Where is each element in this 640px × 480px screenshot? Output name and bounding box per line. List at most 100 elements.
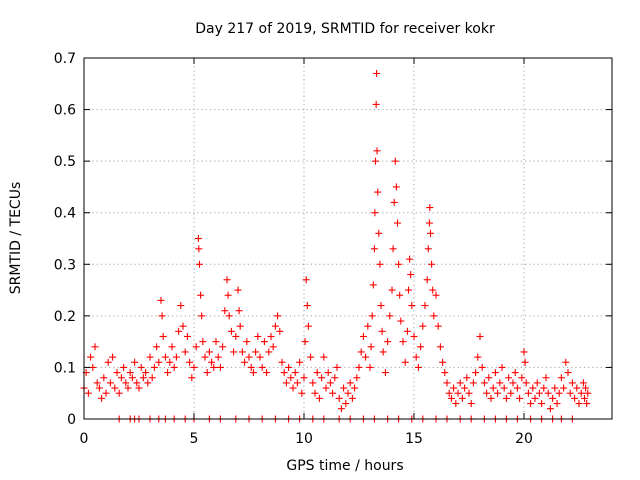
data-point bbox=[142, 369, 150, 377]
data-point bbox=[551, 384, 559, 392]
data-point bbox=[454, 389, 462, 397]
data-point bbox=[414, 363, 422, 371]
data-point bbox=[296, 358, 304, 366]
data-point bbox=[483, 389, 491, 397]
data-point bbox=[137, 363, 145, 371]
y-axis-label: SRMTID / TECUs bbox=[8, 182, 24, 295]
data-point bbox=[269, 343, 277, 351]
data-point bbox=[122, 379, 130, 387]
y-tick-label: 0.7 bbox=[54, 51, 76, 67]
data-point bbox=[331, 374, 339, 382]
plot-frame bbox=[83, 57, 613, 420]
data-point bbox=[175, 327, 183, 335]
data-point bbox=[197, 291, 205, 299]
data-point bbox=[89, 363, 97, 371]
data-point bbox=[168, 343, 176, 351]
data-point bbox=[568, 379, 576, 387]
data-point bbox=[144, 379, 152, 387]
data-point bbox=[353, 374, 361, 382]
data-point bbox=[133, 379, 141, 387]
data-point bbox=[485, 374, 493, 382]
data-point bbox=[285, 363, 293, 371]
data-point bbox=[235, 307, 243, 315]
data-point bbox=[91, 343, 99, 351]
grid-lines bbox=[84, 58, 612, 419]
data-point bbox=[579, 379, 587, 387]
data-point bbox=[322, 384, 330, 392]
data-point bbox=[344, 389, 352, 397]
data-point bbox=[309, 379, 317, 387]
data-point bbox=[425, 219, 433, 227]
data-point bbox=[148, 374, 156, 382]
data-point bbox=[170, 363, 178, 371]
data-point bbox=[502, 394, 510, 402]
data-point bbox=[190, 363, 198, 371]
data-point bbox=[405, 286, 412, 294]
data-point bbox=[324, 369, 332, 377]
data-point bbox=[208, 358, 216, 366]
x-tick-label: 15 bbox=[405, 431, 423, 447]
data-point bbox=[177, 302, 185, 310]
data-point bbox=[491, 369, 499, 377]
data-point bbox=[430, 312, 438, 320]
data-point bbox=[159, 332, 167, 340]
data-point bbox=[315, 394, 323, 402]
data-point bbox=[476, 332, 484, 340]
data-point bbox=[452, 400, 460, 408]
data-point bbox=[195, 245, 203, 253]
data-point bbox=[214, 353, 222, 361]
y-tick-label: 0.5 bbox=[54, 154, 76, 170]
data-point bbox=[374, 188, 382, 196]
data-point bbox=[575, 400, 583, 408]
data-point bbox=[303, 302, 311, 310]
data-point bbox=[507, 389, 515, 397]
y-tick-label: 0.2 bbox=[54, 309, 76, 325]
data-point bbox=[505, 374, 513, 382]
data-point bbox=[390, 198, 398, 206]
data-point bbox=[346, 379, 354, 387]
data-point bbox=[318, 374, 326, 382]
data-point bbox=[254, 332, 262, 340]
data-point bbox=[109, 353, 117, 361]
data-point bbox=[291, 369, 299, 377]
data-point bbox=[376, 260, 384, 268]
data-point bbox=[232, 332, 240, 340]
data-point bbox=[158, 312, 166, 320]
data-point bbox=[566, 389, 574, 397]
data-point bbox=[542, 374, 550, 382]
data-point bbox=[274, 312, 282, 320]
data-point bbox=[205, 348, 213, 356]
data-point bbox=[544, 389, 552, 397]
data-point bbox=[403, 327, 411, 335]
data-point bbox=[397, 317, 405, 325]
data-point bbox=[126, 369, 134, 377]
data-point bbox=[392, 183, 400, 191]
data-point bbox=[426, 204, 434, 212]
data-point bbox=[369, 281, 377, 289]
data-point bbox=[115, 389, 123, 397]
data-point bbox=[282, 379, 290, 387]
data-point bbox=[340, 384, 348, 392]
data-point bbox=[458, 394, 466, 402]
data-point bbox=[373, 69, 381, 77]
data-point bbox=[113, 369, 121, 377]
data-point bbox=[423, 276, 431, 284]
data-point bbox=[172, 353, 180, 361]
data-point bbox=[427, 229, 434, 237]
data-point bbox=[355, 363, 363, 371]
data-point bbox=[135, 384, 143, 392]
data-point bbox=[357, 348, 365, 356]
data-point bbox=[313, 369, 321, 377]
data-point bbox=[372, 100, 380, 108]
data-point bbox=[263, 369, 271, 377]
data-point bbox=[377, 302, 385, 310]
data-point bbox=[419, 322, 427, 330]
data-point bbox=[384, 338, 392, 346]
data-point bbox=[518, 374, 526, 382]
data-point bbox=[533, 379, 541, 387]
data-point bbox=[395, 260, 403, 268]
data-point bbox=[582, 384, 590, 392]
data-point bbox=[529, 384, 537, 392]
data-point bbox=[577, 389, 585, 397]
